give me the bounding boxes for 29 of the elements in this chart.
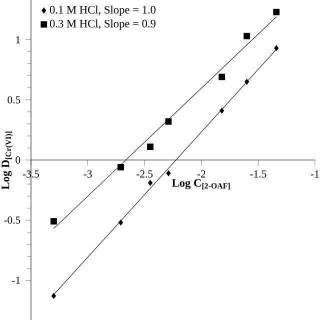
point (166, 170, 171, 176)
point (165, 118, 172, 125)
y-tick-label: -0.5 (4, 216, 20, 224)
point (147, 144, 154, 150)
point (51, 293, 56, 299)
point (273, 8, 280, 16)
x-tick-label: -2.5 (136, 170, 153, 178)
point (244, 32, 250, 40)
x-tick-label: -1.5 (250, 170, 266, 178)
y-tick-label: 0 (16, 156, 20, 164)
x-tick-label: -3.5 (22, 170, 40, 178)
point (244, 78, 250, 85)
point (50, 218, 57, 225)
point (148, 180, 153, 186)
y-axis-title: Log D$_{[Cr(VI)]}$ (2, 132, 13, 190)
point (218, 74, 226, 80)
y-tick-label: 0.5 (8, 96, 20, 104)
y-tick-label: -1 (12, 276, 20, 284)
point (118, 164, 124, 170)
point (274, 45, 279, 52)
legend-label: 0.1 M HCl, Slope = 1.0 (50, 6, 156, 16)
x-tick-label: -3 (84, 170, 92, 178)
x-tick-label: -2 (197, 170, 206, 178)
x-axis-title: Log C$_{[2-OAF]}$ (172, 179, 230, 190)
point (220, 108, 224, 114)
x-tick-label: -1 (310, 170, 319, 178)
point (118, 220, 124, 226)
y-tick-label: 1 (16, 36, 20, 44)
legend-label: 0.3 M HCl, Slope = 0.9 (50, 19, 156, 30)
